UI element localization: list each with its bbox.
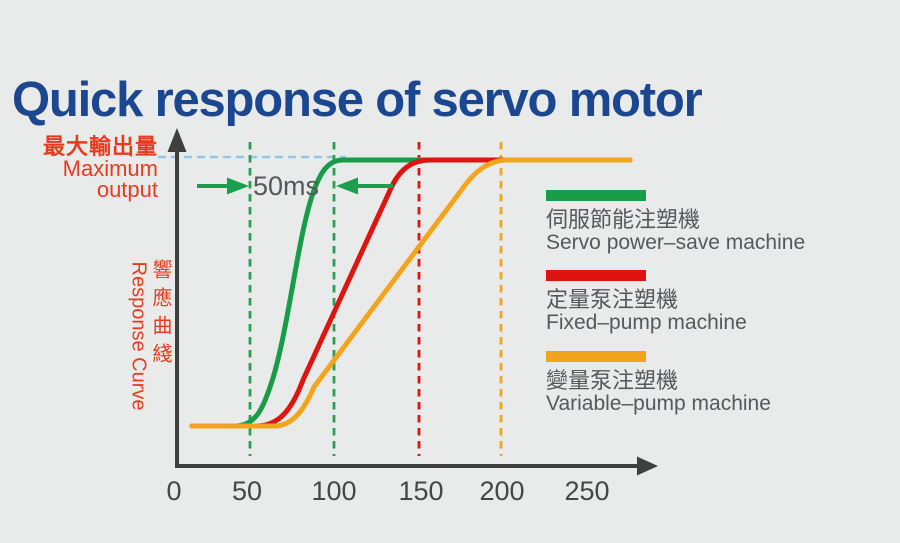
- max-output-label: 最大輸出量 Maximum output: [0, 134, 158, 202]
- interval-annotation-label: 50ms: [253, 171, 320, 201]
- legend-item-fixed-pump: 定量泵注塑機 Fixed–pump machine: [546, 270, 806, 334]
- response-curve-label-cjk: 響應曲綫: [149, 259, 171, 371]
- y-axis-arrowhead-icon: [167, 128, 187, 152]
- legend-swatch-red: [546, 270, 646, 281]
- legend-swatch-green: [546, 190, 646, 201]
- x-tick-250: 250: [564, 476, 610, 506]
- legend-label-cjk: 伺服節能注塑機: [546, 207, 701, 232]
- x-tick-200: 200: [479, 476, 525, 506]
- legend-item-servo-power-save: 伺服節能注塑機 Servo power–save machine: [546, 190, 806, 254]
- max-output-label-en: Maximum output: [62, 156, 158, 202]
- legend-label-en: Servo power–save machine: [546, 231, 806, 254]
- x-tick-0: 0: [166, 476, 182, 506]
- x-tick-100: 100: [311, 476, 357, 506]
- legend-label-en: Fixed–pump machine: [546, 311, 747, 334]
- interval-arrow-right-head-icon: [227, 177, 249, 195]
- legend-label-cjk: 定量泵注塑機: [546, 287, 679, 312]
- legend-label-cjk: 變量泵注塑機: [546, 368, 679, 393]
- interval-arrow-left-head-icon: [336, 177, 358, 195]
- series-servo-power-save-curve: [189, 157, 633, 429]
- x-axis-arrowhead-icon: [637, 456, 658, 476]
- x-tick-150: 150: [398, 476, 444, 506]
- x-tick-50: 50: [231, 476, 263, 506]
- page-title: Quick response of servo motor: [12, 72, 703, 127]
- legend-swatch-orange: [546, 351, 646, 362]
- max-output-label-cjk: 最大輸出量: [42, 134, 158, 159]
- legend-item-variable-pump: 變量泵注塑機 Variable–pump machine: [546, 351, 806, 415]
- series-variable-pump-curve: [189, 157, 633, 429]
- series-fixed-pump-curve: [189, 157, 633, 429]
- legend-label-en: Variable–pump machine: [546, 392, 771, 415]
